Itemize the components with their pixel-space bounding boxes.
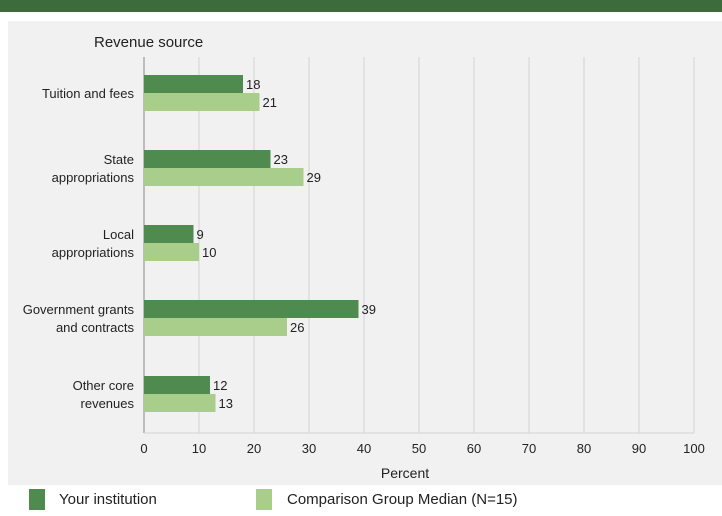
category-label: State <box>104 152 134 167</box>
x-tick-label: 30 <box>302 441 316 456</box>
gridlines <box>143 57 695 434</box>
bars: 18 23 9 39 12 21 29 10 26 13 <box>144 75 376 412</box>
x-tick-label: 20 <box>247 441 261 456</box>
bar-value-label: 21 <box>263 95 277 110</box>
category-label: appropriations <box>52 245 135 260</box>
bar-value-label: 12 <box>213 378 227 393</box>
bar-value-label: 39 <box>362 302 376 317</box>
x-tick-label: 90 <box>632 441 646 456</box>
bar-your-institution <box>144 75 243 93</box>
bar-value-label: 26 <box>290 320 304 335</box>
x-tick-label: 100 <box>683 441 705 456</box>
category-label: Other core <box>73 378 134 393</box>
x-tick-label: 70 <box>522 441 536 456</box>
x-tick-label: 0 <box>140 441 147 456</box>
bar-value-label: 13 <box>219 396 233 411</box>
legend-swatch-comparison-median <box>256 489 272 510</box>
chart-title: Revenue source <box>94 34 203 51</box>
x-tick-labels: 0 10 20 30 40 50 60 70 80 90 100 <box>140 441 704 456</box>
bar-comparison-median <box>144 318 287 336</box>
legend-swatch-your-institution <box>29 489 45 510</box>
category-label: and contracts <box>56 320 135 335</box>
bar-value-label: 10 <box>202 245 216 260</box>
x-tick-label: 60 <box>467 441 481 456</box>
category-labels: Tuition and fees State appropriations Local… <box>23 86 135 411</box>
x-tick-label: 40 <box>357 441 371 456</box>
category-label: Tuition and fees <box>42 86 135 101</box>
bar-value-label: 29 <box>307 170 321 185</box>
bar-value-label: 23 <box>274 152 288 167</box>
category-label: Local <box>103 227 134 242</box>
bar-your-institution <box>144 150 271 168</box>
category-label: appropriations <box>52 170 135 185</box>
bar-comparison-median <box>144 394 216 412</box>
bar-comparison-median <box>144 168 304 186</box>
chart-panel: Revenue source 18 23 9 39 12 21 29 10 26 13 Tuiti… <box>8 21 722 485</box>
bar-value-label: 18 <box>246 77 260 92</box>
x-tick-label: 80 <box>577 441 591 456</box>
bar-your-institution <box>144 300 359 318</box>
bar-comparison-median <box>144 243 199 261</box>
legend-label-comparison-median: Comparison Group Median (N=15) <box>287 491 518 508</box>
x-tick-label: 10 <box>192 441 206 456</box>
bar-your-institution <box>144 376 210 394</box>
top-spacer <box>0 12 722 21</box>
bar-chart: Revenue source 18 23 9 39 12 21 29 10 26 13 Tuiti… <box>23 34 705 481</box>
legend-label-your-institution: Your institution <box>59 491 157 508</box>
x-tick-label: 50 <box>412 441 426 456</box>
bar-comparison-median <box>144 93 260 111</box>
bar-value-label: 9 <box>197 227 204 242</box>
x-axis-label: Percent <box>381 465 429 481</box>
bar-your-institution <box>144 225 194 243</box>
category-label: Government grants <box>23 302 135 317</box>
top-accent-bar <box>0 0 722 12</box>
legend: Your institution Comparison Group Median… <box>0 489 722 516</box>
category-label: revenues <box>81 396 135 411</box>
